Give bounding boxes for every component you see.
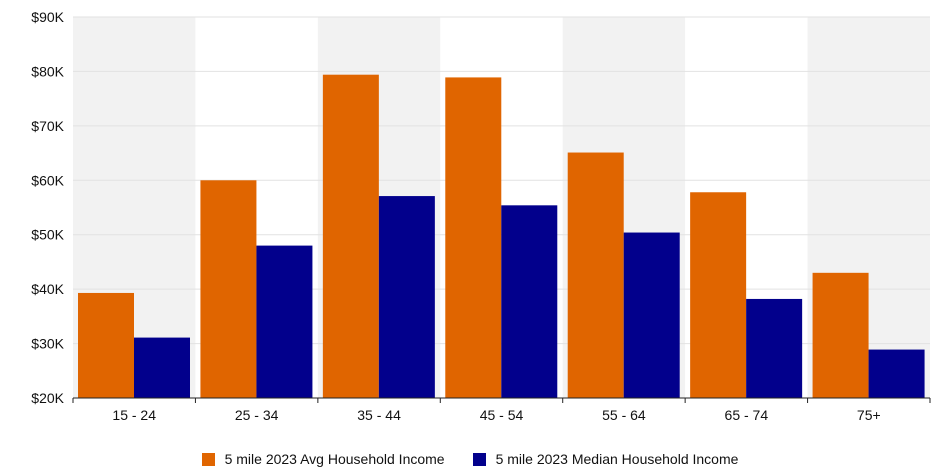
- x-tick-label: 35 - 44: [357, 407, 401, 423]
- bar-avg-income[interactable]: [812, 272, 869, 398]
- bar-avg-income[interactable]: [78, 292, 134, 398]
- bar-avg-income[interactable]: [322, 74, 379, 399]
- x-tick-label: 15 - 24: [112, 407, 156, 423]
- y-tick-label: $20K: [31, 390, 64, 406]
- legend-swatch-median-income: [472, 452, 486, 466]
- legend-swatch-avg-income: [201, 452, 215, 466]
- x-tick-label: 65 - 74: [725, 407, 769, 423]
- bar-median-income[interactable]: [134, 337, 190, 398]
- bar-median-income[interactable]: [501, 205, 558, 398]
- y-tick-label: $60K: [31, 172, 64, 188]
- bar-avg-income[interactable]: [445, 77, 502, 398]
- bar-median-income[interactable]: [868, 349, 925, 398]
- legend-label-avg-income: 5 mile 2023 Avg Household Income: [224, 451, 445, 467]
- bar-avg-income[interactable]: [200, 180, 257, 398]
- y-tick-label: $70K: [31, 118, 64, 134]
- bar-median-income[interactable]: [256, 245, 313, 398]
- bar-avg-income[interactable]: [567, 152, 624, 398]
- x-tick-label: 25 - 34: [235, 407, 279, 423]
- bar-median-income[interactable]: [378, 196, 435, 398]
- legend: 5 mile 2023 Avg Household Income 5 mile …: [0, 448, 940, 470]
- y-tick-label: $50K: [31, 227, 64, 243]
- x-tick-label: 45 - 54: [480, 407, 524, 423]
- y-tick-label: $80K: [31, 63, 64, 79]
- legend-item-median-income[interactable]: 5 mile 2023 Median Household Income: [472, 451, 739, 467]
- y-tick-label: $40K: [31, 281, 64, 297]
- legend-label-median-income: 5 mile 2023 Median Household Income: [495, 451, 739, 467]
- x-tick-label: 75+: [857, 407, 881, 423]
- bar-median-income[interactable]: [623, 232, 680, 398]
- bar-median-income[interactable]: [746, 298, 803, 398]
- y-tick-label: $90K: [31, 9, 64, 25]
- bar-avg-income[interactable]: [690, 192, 747, 398]
- legend-item-avg-income[interactable]: 5 mile 2023 Avg Household Income: [201, 451, 445, 467]
- x-tick-label: 55 - 64: [602, 407, 646, 423]
- y-tick-label: $30K: [31, 336, 64, 352]
